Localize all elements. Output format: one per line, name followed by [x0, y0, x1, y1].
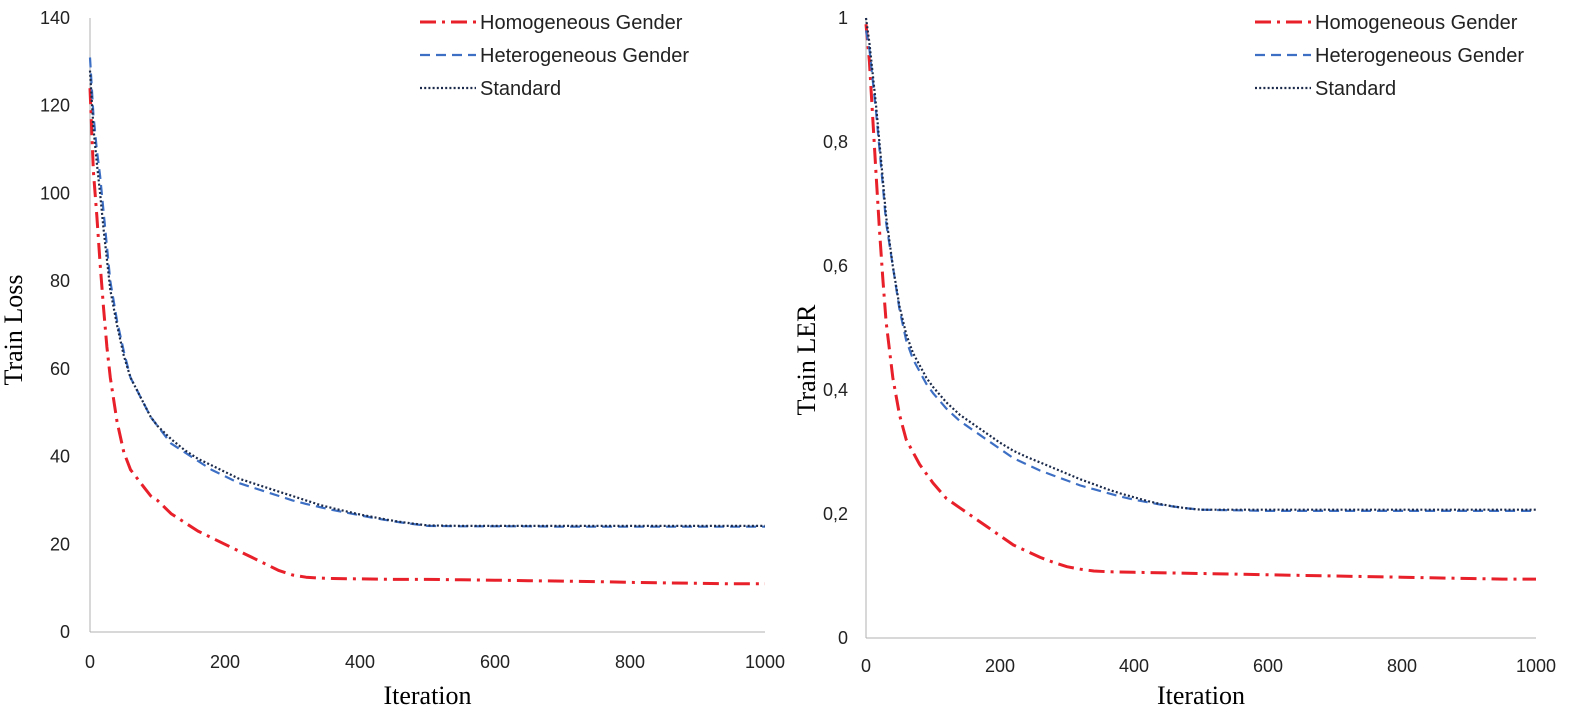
x-tick-label: 400	[345, 652, 375, 672]
series-line	[88, 70, 765, 527]
y-tick-label: 20	[50, 534, 70, 554]
train-loss-chart: 0 20 40 60 80 100 120 140 0 200 400 600 800 1000 Itera…	[0, 8, 785, 710]
series-line	[88, 88, 765, 586]
x-tick-label: 600	[480, 652, 510, 672]
x-tick-label: 200	[985, 656, 1015, 676]
x-tick-label: 400	[1119, 656, 1149, 676]
y-tick-label: 1	[838, 8, 848, 28]
x-tick-label: 800	[615, 652, 645, 672]
series-line	[864, 30, 1536, 512]
legend-label: Heterogeneous Gender	[1315, 45, 1524, 67]
y-tick-label: 0,4	[823, 380, 848, 400]
y-tick-label: 80	[50, 271, 70, 291]
x-tick-label: 0	[861, 656, 871, 676]
x-tick-label: 200	[210, 652, 240, 672]
x-axis-title: Iteration	[383, 681, 471, 710]
y-tick-label: 0	[838, 628, 848, 648]
y-tick-label: 60	[50, 359, 70, 379]
y-tick-label: 140	[40, 8, 70, 28]
x-tick-label: 800	[1387, 656, 1417, 676]
x-tick-label: 600	[1253, 656, 1283, 676]
x-axis-title: Iteration	[1157, 681, 1245, 710]
y-tick-label: 100	[40, 183, 70, 203]
series-line	[88, 57, 765, 528]
x-tick-label: 1000	[1516, 656, 1556, 676]
train-ler-chart: 0 0,2 0,4 0,6 0,8 1 0 200 400 600 800 1000 Iteration…	[792, 8, 1556, 710]
y-axis-title: Train Loss	[0, 274, 28, 385]
y-tick-label: 0	[60, 622, 70, 642]
y-tick-label: 120	[40, 96, 70, 116]
series-line	[864, 17, 1536, 511]
legend-label: Homogeneous Gender	[480, 12, 683, 34]
x-tick-label: 0	[85, 652, 95, 672]
y-tick-label: 40	[50, 447, 70, 467]
x-tick-label: 1000	[745, 652, 785, 672]
y-tick-label: 0,2	[823, 504, 848, 524]
y-tick-label: 0,6	[823, 256, 848, 276]
y-tick-label: 0,8	[823, 132, 848, 152]
legend-label: Homogeneous Gender	[1315, 12, 1518, 34]
legend-label: Standard	[1315, 78, 1396, 100]
y-axis-title: Train LER	[792, 304, 821, 416]
series-line	[864, 24, 1536, 581]
legend-label: Standard	[480, 78, 561, 100]
legend-label: Heterogeneous Gender	[480, 45, 689, 67]
